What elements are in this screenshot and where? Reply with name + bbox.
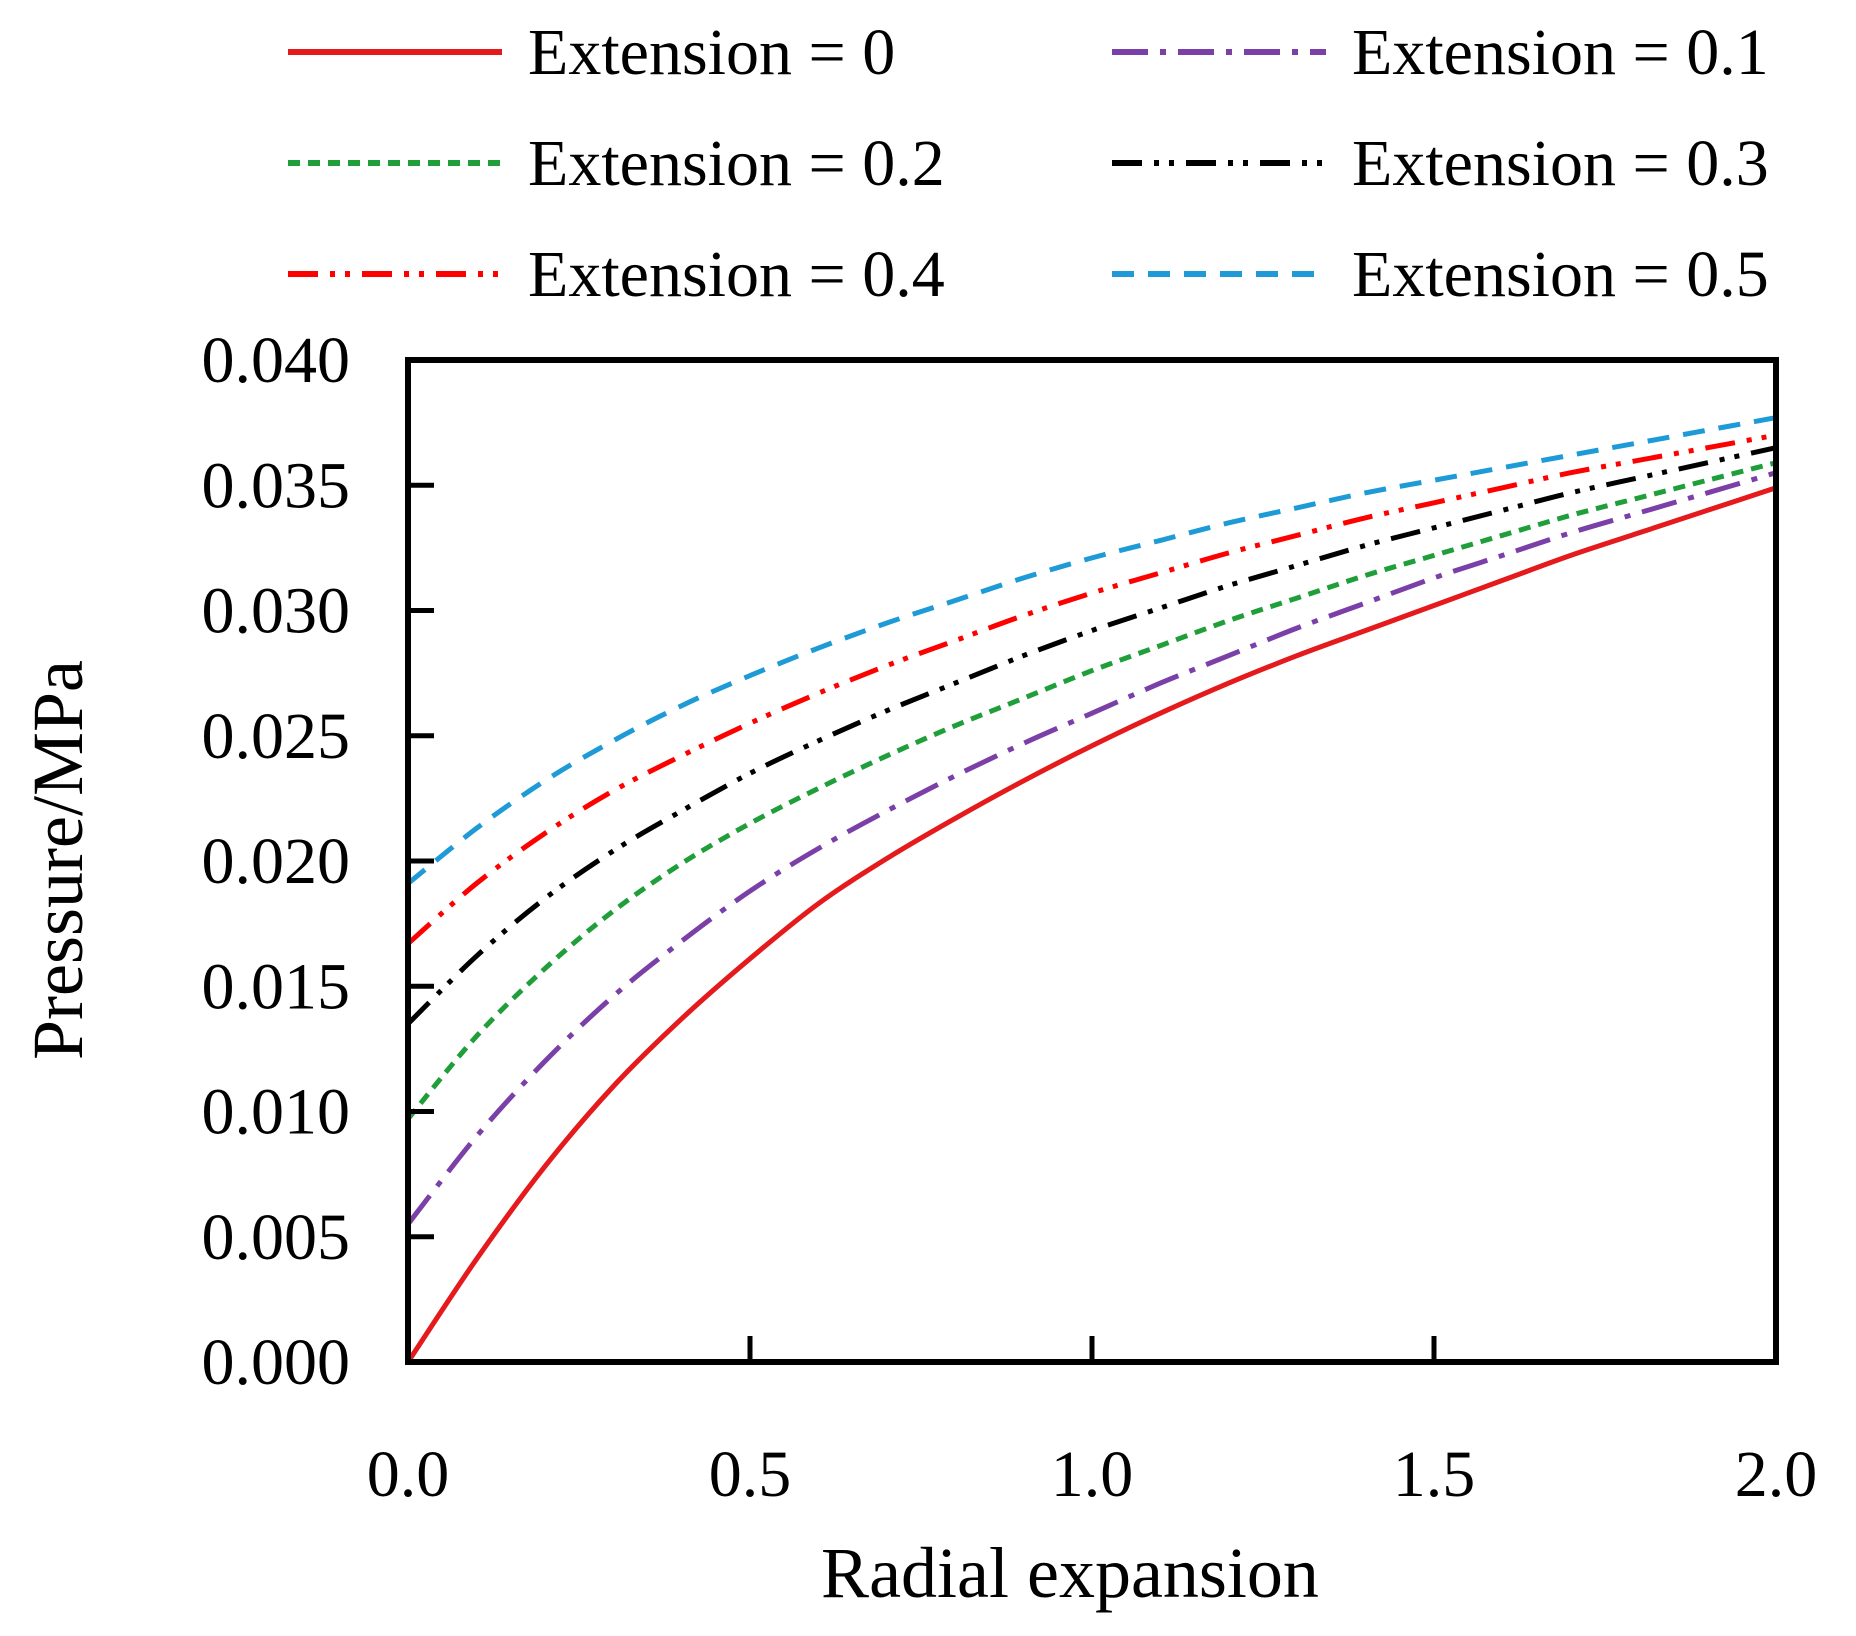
x-tick-label: 0.5	[709, 1438, 792, 1511]
legend-label-1: Extension = 0.1	[1352, 16, 1769, 89]
x-tick-label: 1.0	[1051, 1438, 1134, 1511]
x-tick-label: 1.5	[1393, 1438, 1476, 1511]
y-tick-label: 0.040	[202, 324, 351, 397]
series-line-5	[406, 415, 1777, 886]
y-tick-label: 0.030	[202, 575, 351, 648]
legend-label-3: Extension = 0.3	[1352, 127, 1769, 200]
x-axis-label: Radial expansion	[821, 1533, 1319, 1613]
legend-label-4: Extension = 0.4	[528, 238, 945, 311]
legend-label-0: Extension = 0	[528, 16, 895, 89]
series-layer	[405, 415, 1777, 1364]
y-tick-label: 0.015	[202, 950, 351, 1023]
y-tick-label: 0.005	[202, 1201, 351, 1274]
y-tick-label: 0.020	[202, 825, 351, 898]
legend-label-2: Extension = 0.2	[528, 127, 945, 200]
y-axis: 0.000 0.005 0.010 0.015 0.020 0.025 0.030 0.035…	[202, 324, 434, 1399]
legend: Extension = 0 Extension = 0.1 Extension = …	[288, 16, 1769, 311]
series-line-4	[406, 432, 1777, 946]
series-line-2	[406, 460, 1777, 1121]
plot-frame	[405, 357, 1779, 1365]
series-line-3	[406, 445, 1777, 1026]
y-tick-label: 0.000	[202, 1326, 351, 1399]
legend-label-5: Extension = 0.5	[1352, 238, 1769, 311]
series-line-1	[406, 470, 1777, 1226]
x-axis: 0.0 0.5 1.0 1.5 2.0	[367, 1336, 1818, 1511]
x-tick-label: 0.0	[367, 1438, 450, 1511]
series-line-0	[405, 485, 1777, 1364]
y-tick-label: 0.010	[202, 1076, 351, 1149]
y-axis-label: Pressure/MPa	[18, 660, 98, 1060]
x-tick-label: 2.0	[1735, 1438, 1818, 1511]
y-tick-label: 0.025	[202, 700, 351, 773]
y-tick-label: 0.035	[202, 449, 351, 522]
